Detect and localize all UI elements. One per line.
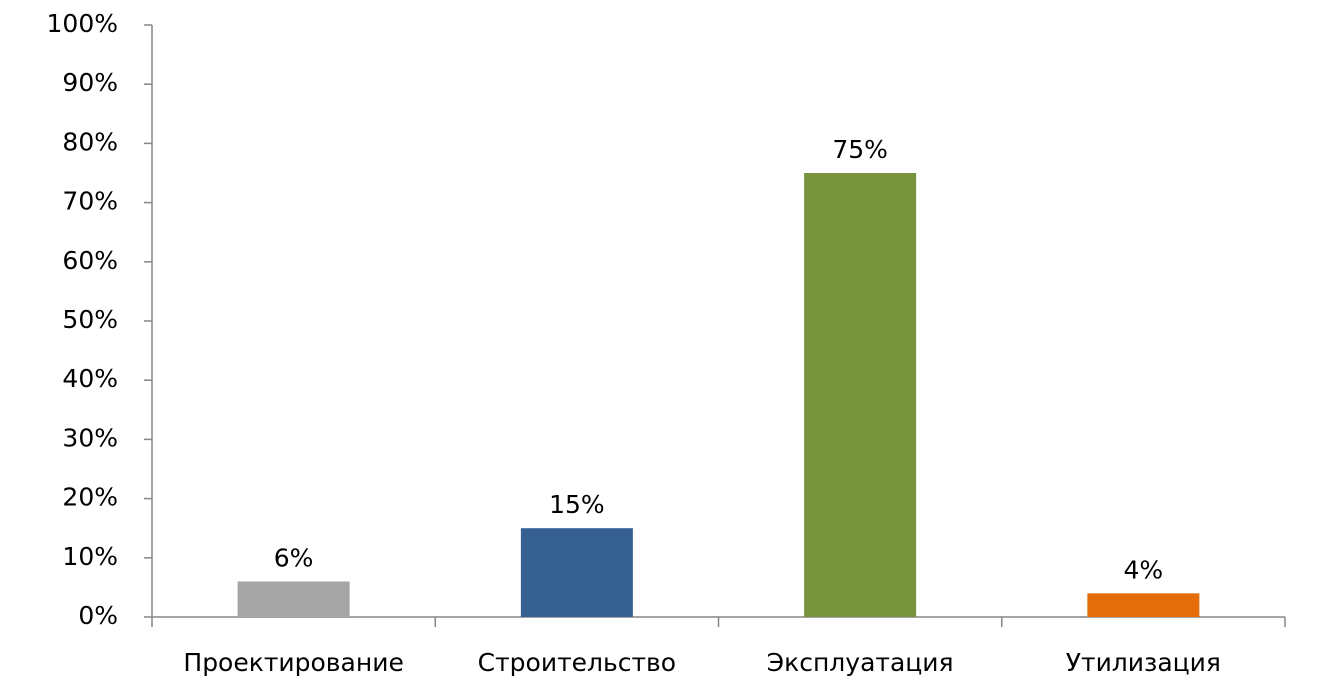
data-label: 15% <box>549 490 605 519</box>
bar <box>237 581 350 617</box>
bar <box>520 528 633 617</box>
y-tick-label: 40% <box>62 364 118 393</box>
y-tick-label: 60% <box>62 246 118 275</box>
x-tick-label: Утилизация <box>1066 648 1221 677</box>
y-tick-label: 70% <box>62 187 118 216</box>
data-label: 75% <box>832 135 888 164</box>
x-tick-label: Строительство <box>478 648 676 677</box>
x-tick-label: Эксплуатация <box>767 648 954 677</box>
y-tick-label: 0% <box>78 601 118 630</box>
y-tick-label: 50% <box>62 305 118 334</box>
bar <box>1087 593 1200 617</box>
data-label: 4% <box>1124 555 1164 584</box>
y-tick-label: 90% <box>62 68 118 97</box>
x-tick-label: Проектирование <box>183 648 403 677</box>
y-tick-label: 30% <box>62 423 118 452</box>
bar <box>804 173 917 617</box>
y-tick-label: 10% <box>62 542 118 571</box>
y-tick-label: 20% <box>62 483 118 512</box>
y-tick-label: 80% <box>62 127 118 156</box>
y-tick-label: 100% <box>47 9 118 38</box>
data-label: 6% <box>274 543 314 572</box>
